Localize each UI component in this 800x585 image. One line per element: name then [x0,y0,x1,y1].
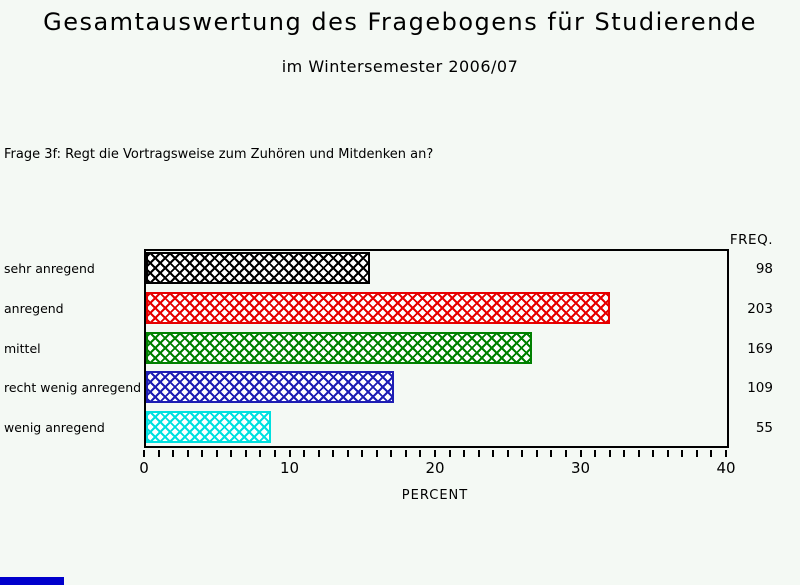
x-axis-tick [288,450,291,457]
x-axis-tick [506,450,509,457]
x-axis-tick [375,450,378,457]
x-axis-tick [186,450,189,457]
x-axis-tick [637,450,640,457]
freq-value: 55 [755,420,773,436]
x-axis-tick [535,450,538,457]
x-axis-tick [666,450,669,457]
x-axis-tick [317,450,320,457]
x-axis-tick [681,450,684,457]
x-axis-tick [652,450,655,457]
x-axis-tick [346,450,349,457]
x-axis-label: PERCENT [401,488,469,503]
x-axis-tick [143,450,145,457]
x-tick-label: 20 [425,459,445,477]
bottom-left-strip [0,577,64,585]
category-label: anregend [4,301,64,316]
x-axis-tick [332,450,335,457]
x-axis-tick [550,450,553,457]
x-axis-tick [390,450,393,457]
x-axis-tick [710,450,713,457]
plot-frame [144,249,729,448]
x-axis-tick [244,450,247,457]
x-axis-tick [157,450,160,457]
x-tick-label: 40 [716,459,736,477]
freq-value: 169 [747,341,773,357]
x-tick-label: 0 [139,459,149,477]
x-axis-tick [579,450,582,457]
x-axis-tick [361,450,364,457]
x-axis-tick [477,450,480,457]
chart-title: Gesamtauswertung des Fragebogens für Stu… [43,8,757,36]
category-label: sehr anregend [4,261,95,276]
x-axis-tick [303,450,306,457]
x-axis-tick [725,450,727,457]
x-axis-tick [492,450,495,457]
freq-value: 203 [747,301,773,317]
x-axis-tick [172,450,175,457]
x-axis-tick [259,450,262,457]
bar [146,252,370,284]
category-label: wenig anregend [4,420,105,435]
x-axis-tick [201,450,204,457]
x-axis-tick [404,450,407,457]
bar [146,332,532,364]
freq-value: 109 [747,380,773,396]
x-axis-tick [608,450,611,457]
x-tick-label: 30 [570,459,591,477]
bar [146,411,271,443]
x-axis-tick [521,450,524,457]
x-axis-tick [230,450,233,457]
x-axis-tick [623,450,626,457]
x-axis-tick [434,450,436,457]
x-axis-tick [419,450,422,457]
x-axis-tick [564,450,567,457]
x-tick-label: 10 [279,459,300,477]
bar [146,371,394,403]
x-axis-tick [463,450,466,457]
category-label: mittel [4,341,41,356]
category-label: recht wenig anregend [4,380,142,395]
x-axis-tick [448,450,451,457]
chart-subtitle: im Wintersemester 2006/07 [281,57,519,76]
question-text: Frage 3f: Regt die Vortragsweise zum Zuh… [4,147,434,162]
x-axis-tick [695,450,698,457]
freq-column-header: FREQ. [729,232,773,248]
x-axis-tick [215,450,218,457]
freq-value: 98 [755,261,773,277]
x-axis-tick [273,450,276,457]
x-axis-tick [594,450,597,457]
bar [146,292,610,324]
